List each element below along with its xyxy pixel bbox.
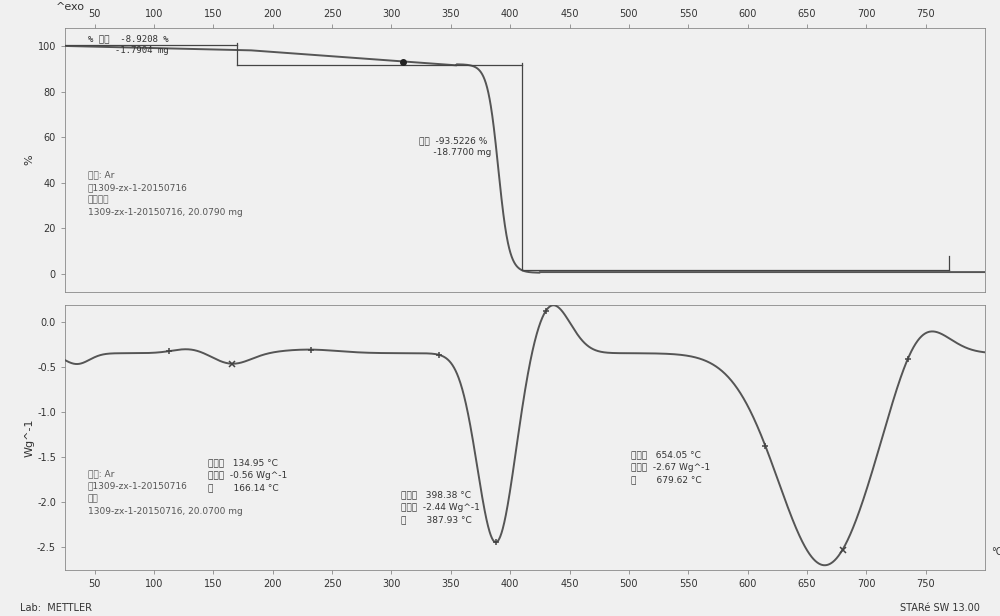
Text: 气体: Ar
虈1309-zx-1-20150716
热流
1309-zx-1-20150716, 20.0700 mg: 气体: Ar 虈1309-zx-1-20150716 热流 1309-zx-1-…: [88, 469, 243, 516]
Y-axis label: Wg^-1: Wg^-1: [24, 418, 34, 457]
Text: STARé SW 13.00: STARé SW 13.00: [900, 603, 980, 613]
Text: 台阶  -93.5226 %
     -18.7700 mg: 台阶 -93.5226 % -18.7700 mg: [419, 136, 492, 157]
Text: Lab:  METTLER: Lab: METTLER: [20, 603, 92, 613]
Text: 外推峰   398.38 °C
归一化  -2.44 Wg^-1
峰       387.93 °C: 外推峰 398.38 °C 归一化 -2.44 Wg^-1 峰 387.93 °…: [401, 490, 480, 524]
Text: °C: °C: [991, 547, 1000, 557]
Y-axis label: %: %: [25, 155, 35, 165]
Text: 外推峰   654.05 °C
归一化  -2.67 Wg^-1
峰       679.62 °C: 外推峰 654.05 °C 归一化 -2.67 Wg^-1 峰 679.62 °…: [631, 451, 710, 485]
Text: ^exo: ^exo: [56, 2, 85, 12]
Text: 外推峰   134.95 °C
归一化  -0.56 Wg^-1
峰       166.14 °C: 外推峰 134.95 °C 归一化 -0.56 Wg^-1 峰 166.14 °…: [208, 459, 287, 493]
Text: % 台阶  -8.9208 %
     -1.7904 mg: % 台阶 -8.9208 % -1.7904 mg: [88, 34, 169, 55]
Text: 气体: Ar
虈1309-zx-1-20150716
样品重量
1309-zx-1-20150716, 20.0790 mg: 气体: Ar 虈1309-zx-1-20150716 样品重量 1309-zx-…: [88, 171, 243, 217]
